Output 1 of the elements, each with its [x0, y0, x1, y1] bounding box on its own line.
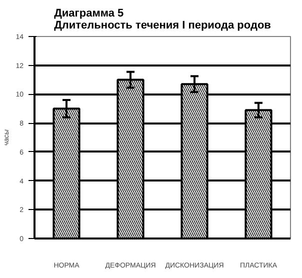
chart-title: Диаграмма 5 Длительность течения I периода родов — [54, 8, 272, 32]
